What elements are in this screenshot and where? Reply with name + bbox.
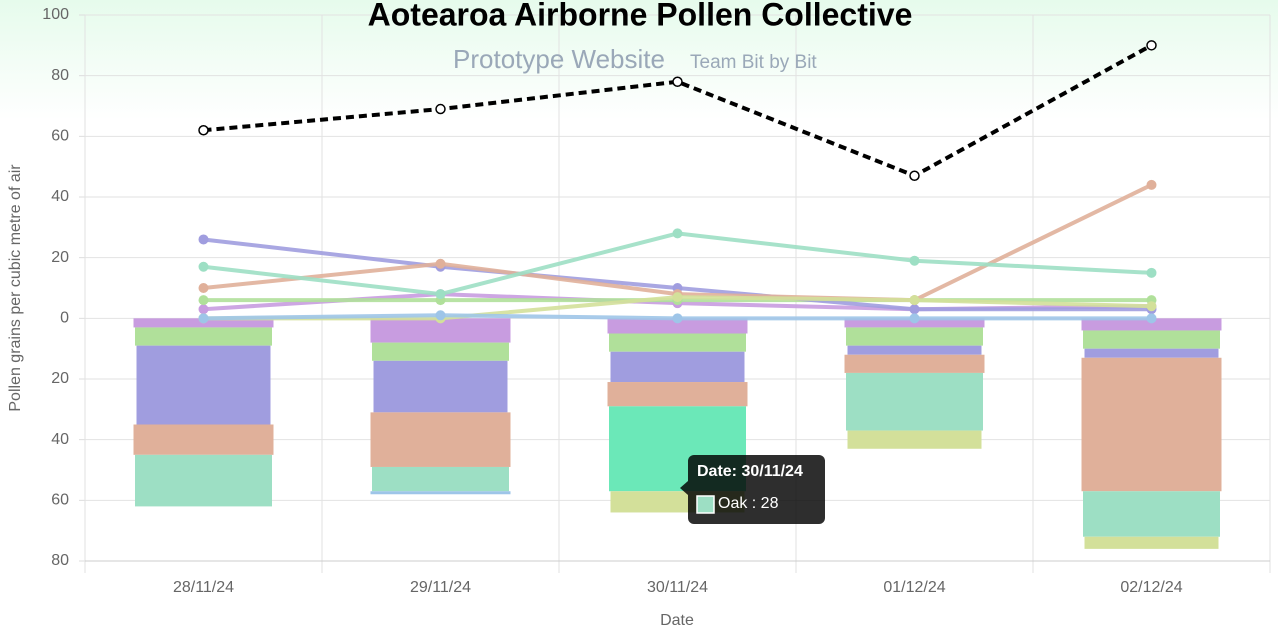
point [1146, 267, 1157, 278]
x-tick-label: 28/11/24 [173, 579, 234, 596]
bar-segment [847, 345, 982, 355]
bar-segment [370, 491, 511, 495]
y-tick-label: 40 [51, 188, 69, 205]
point [672, 292, 683, 303]
y-tick-label: 20 [51, 370, 69, 387]
x-tick-label: 29/11/24 [410, 579, 471, 596]
tooltip-title: Date: 30/11/24 [697, 463, 803, 480]
chart-title: Aotearoa Airborne Pollen Collective [368, 0, 913, 32]
point [198, 125, 209, 136]
bars [133, 318, 1222, 549]
point [198, 295, 209, 306]
bar-segment [846, 372, 983, 431]
point [435, 310, 446, 321]
y-tick-label: 60 [51, 492, 69, 509]
tooltip-caret [680, 481, 688, 495]
bar-segment [1083, 330, 1220, 349]
team-name: Team Bit by Bit [690, 52, 817, 73]
point [909, 295, 920, 306]
x-tick-label: 30/11/24 [647, 579, 708, 596]
point [198, 313, 209, 324]
point [435, 289, 446, 300]
point [1146, 40, 1157, 51]
tooltip: Date: 30/11/24 Oak : 28 [680, 455, 825, 524]
point [672, 76, 683, 87]
chart-subtitle: Prototype Website [453, 44, 665, 74]
point [672, 313, 683, 324]
y-tick-label: 100 [42, 6, 69, 23]
bar-segment [1084, 348, 1219, 358]
bar-segment [372, 342, 509, 361]
bar-segment [1084, 536, 1219, 549]
point [198, 304, 209, 315]
bar-segment [133, 424, 274, 455]
lines [198, 40, 1157, 324]
x-axis-title: Date [660, 612, 694, 629]
y-tick-label: 0 [60, 310, 69, 327]
bar-segment [844, 354, 985, 373]
point [1146, 179, 1157, 190]
y-tick-label: 60 [51, 128, 69, 145]
tooltip-swatch [696, 495, 715, 514]
bar-segment [609, 333, 746, 352]
point [909, 313, 920, 324]
total-line [203, 43, 1153, 178]
bar-segment [373, 360, 508, 413]
bar-segment [847, 430, 982, 449]
point [435, 103, 446, 115]
bar-segment [372, 466, 509, 492]
y-tick-label: 80 [51, 67, 69, 84]
point [909, 304, 920, 315]
bar-segment [135, 327, 272, 346]
bar-segment [370, 412, 511, 467]
bar-segment [846, 327, 983, 346]
bar-segment [1083, 491, 1220, 537]
point [198, 283, 209, 293]
bar-segment [135, 454, 272, 507]
point [909, 170, 920, 182]
y-tick-label: 40 [51, 431, 69, 448]
y-tick-label: 20 [51, 249, 69, 266]
x-tick-label: 01/12/24 [883, 579, 945, 596]
point [435, 258, 446, 269]
header-background [0, 0, 1278, 120]
tooltip-label: Oak : 28 [718, 495, 779, 512]
bar-segment [610, 351, 745, 383]
point [909, 255, 920, 266]
x-tick-label: 02/12/24 [1120, 579, 1182, 596]
bar-segment [1081, 357, 1222, 492]
point [672, 228, 683, 239]
point [1146, 301, 1157, 312]
y-tick-label: 80 [51, 552, 69, 569]
y-axis-title: Pollen grains per cubic metre of air [7, 164, 24, 412]
bar-segment [607, 382, 748, 407]
bar-segment [136, 345, 271, 425]
bar-segment [1081, 318, 1222, 331]
point [198, 234, 209, 245]
point [198, 261, 209, 272]
bar-segment [607, 318, 748, 334]
point [1146, 313, 1157, 324]
tooltip-box [688, 455, 825, 524]
